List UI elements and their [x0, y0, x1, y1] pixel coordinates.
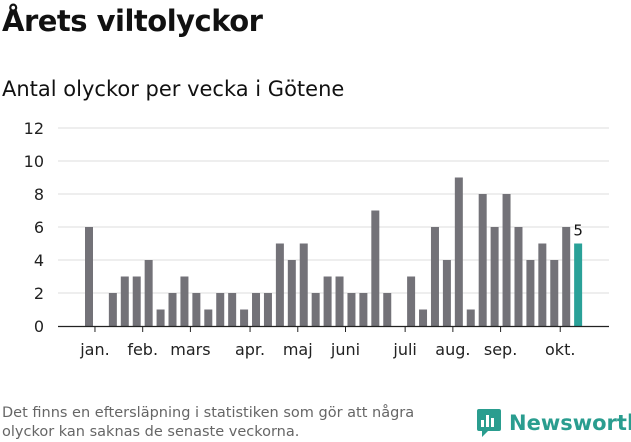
bar: [275, 243, 284, 326]
bar-highlight: [574, 243, 583, 326]
y-tick-label: 6: [34, 218, 44, 237]
bar: [562, 227, 571, 326]
chart-title: Årets viltolyckor: [2, 4, 263, 38]
bar: [359, 293, 368, 326]
x-axis-ticks: jan. feb. mars apr. maj juni juli aug. sep. okt.: [79, 326, 575, 359]
x-tick-label: sep.: [484, 340, 517, 359]
bar: [430, 227, 439, 326]
bar: [538, 243, 547, 326]
x-tick-label: maj: [283, 340, 313, 359]
bar: [156, 309, 165, 326]
bar: [216, 293, 225, 326]
brand-name: Newsworthy: [509, 411, 631, 435]
y-tick-label: 2: [34, 284, 44, 303]
x-tick-label: juli: [392, 340, 416, 359]
grid-lines: [58, 127, 609, 294]
bar: [168, 293, 177, 326]
x-tick-label: okt.: [545, 340, 575, 359]
bar: [287, 260, 296, 326]
brand: Newsworthy: [476, 408, 631, 438]
data-labels: 5: [573, 222, 583, 240]
footnote: Det finns en eftersläpning i statistiken…: [2, 405, 415, 440]
bar: [502, 194, 511, 326]
bar: [204, 309, 213, 326]
bar: [335, 276, 344, 326]
bar: [550, 260, 559, 326]
x-tick-label: aug.: [435, 340, 470, 359]
bar: [228, 293, 237, 326]
bar: [371, 210, 380, 326]
bar: [180, 276, 189, 326]
bar: [442, 260, 451, 326]
x-tick-label: apr.: [235, 340, 265, 359]
bar: [263, 293, 272, 326]
bar: [514, 227, 523, 326]
newsworthy-logo-icon: [477, 409, 501, 437]
y-tick-label: 8: [34, 185, 44, 204]
bar: [120, 276, 129, 326]
y-tick-label: 4: [34, 251, 44, 270]
x-tick-label: juni: [330, 340, 360, 359]
bar: [466, 309, 475, 326]
bar-chart: 0 2 4 6 8 10 12 jan. feb. mars apr. maj juni juli aug…: [24, 119, 609, 359]
y-tick-label: 12: [24, 119, 44, 138]
bar: [132, 276, 141, 326]
y-axis-ticks: 0 2 4 6 8 10 12: [24, 119, 44, 336]
chart-subtitle: Antal olyckor per vecka i Götene: [2, 77, 345, 101]
bar: [252, 293, 261, 326]
bar: [490, 227, 499, 326]
x-tick-label: jan.: [79, 340, 109, 359]
y-tick-label: 10: [24, 152, 44, 171]
bars: [85, 177, 583, 326]
bar: [85, 227, 93, 326]
bar: [383, 293, 392, 326]
bar: [478, 194, 487, 326]
bar: [192, 293, 201, 326]
y-tick-label: 0: [34, 317, 44, 336]
bar: [299, 243, 308, 326]
bar: [311, 293, 320, 326]
x-tick-label: mars: [170, 340, 210, 359]
bar: [419, 309, 428, 326]
x-tick-label: feb.: [127, 340, 158, 359]
data-label: 5: [573, 222, 583, 240]
bar: [347, 293, 356, 326]
bar: [323, 276, 332, 326]
bar: [526, 260, 535, 326]
bar: [454, 177, 463, 326]
bar: [144, 260, 153, 326]
bar: [240, 309, 249, 326]
bar: [407, 276, 416, 326]
bar: [108, 293, 117, 326]
